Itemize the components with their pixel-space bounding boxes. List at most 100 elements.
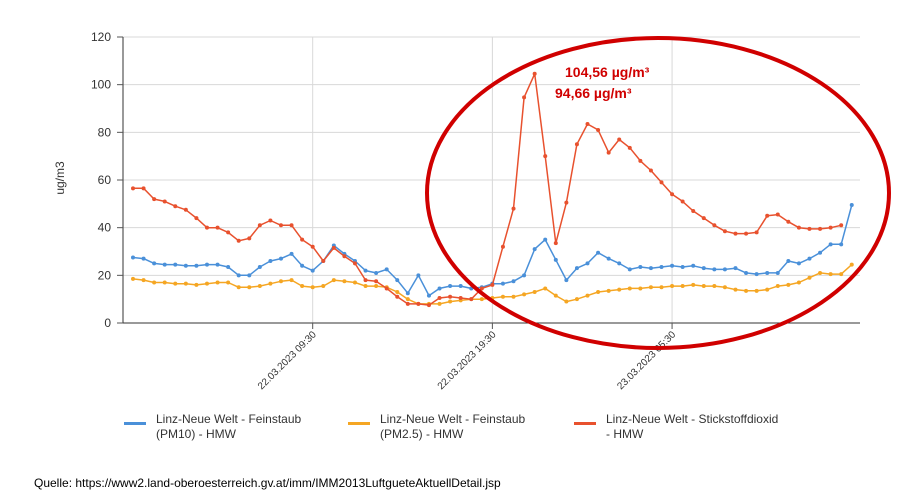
data-point <box>807 226 812 231</box>
data-point <box>606 256 611 261</box>
data-point <box>173 262 178 267</box>
data-point <box>416 273 421 278</box>
data-point <box>278 223 283 228</box>
data-point <box>627 286 632 291</box>
data-point <box>448 284 453 289</box>
data-point <box>691 282 696 287</box>
data-point <box>585 293 590 298</box>
data-point <box>828 225 833 230</box>
data-point <box>268 281 273 286</box>
data-point <box>691 208 696 213</box>
data-point <box>712 267 717 272</box>
data-point <box>448 299 453 304</box>
legend-label-pm25: Linz-Neue Welt - Feinstaub (PM2.5) - HMW <box>380 412 525 442</box>
data-point <box>363 278 368 283</box>
data-point <box>553 293 558 298</box>
data-point <box>670 284 675 289</box>
data-point <box>236 273 241 278</box>
legend-item-pm10[interactable]: Linz-Neue Welt - Feinstaub (PM10) - HMW <box>124 412 301 442</box>
data-point <box>532 71 537 76</box>
y-axis-ticks: 0 20 40 60 80 100 120 <box>91 30 123 330</box>
data-point <box>173 281 178 286</box>
data-point <box>183 263 188 268</box>
data-point <box>194 263 199 268</box>
data-point <box>374 284 379 289</box>
data-point <box>374 270 379 275</box>
data-point <box>627 267 632 272</box>
legend-item-pm25[interactable]: Linz-Neue Welt - Feinstaub (PM2.5) - HMW <box>348 412 525 442</box>
y-tick-label: 60 <box>98 173 112 187</box>
data-point <box>426 293 431 298</box>
data-point <box>352 280 357 285</box>
data-point <box>712 223 717 228</box>
data-point <box>405 301 410 306</box>
data-point <box>490 282 495 287</box>
y-tick-label: 0 <box>104 316 111 330</box>
data-point <box>786 219 791 224</box>
data-point <box>152 261 157 266</box>
data-point <box>522 95 527 100</box>
data-point <box>670 192 675 197</box>
data-point <box>204 281 209 286</box>
data-point <box>744 288 749 293</box>
data-point <box>775 284 780 289</box>
data-point <box>596 127 601 132</box>
legend-item-no2[interactable]: Linz-Neue Welt - Stickstoffdioxid - HMW <box>574 412 778 442</box>
data-point <box>384 286 389 291</box>
data-point <box>458 284 463 289</box>
data-point <box>712 284 717 289</box>
data-point <box>162 262 167 267</box>
data-point <box>331 278 336 283</box>
data-point <box>257 223 262 228</box>
data-point <box>131 276 135 281</box>
data-point <box>458 295 463 300</box>
data-point <box>606 288 611 293</box>
data-point <box>648 168 653 173</box>
legend-swatch-no2 <box>574 422 596 425</box>
data-point <box>701 284 706 289</box>
data-point <box>722 229 727 234</box>
data-point <box>310 285 315 290</box>
legend-label-line2: (PM10) - HMW <box>156 427 236 441</box>
x-axis-ticks: 22.03.2023 09:30 22.03.2023 19:30 23.03.20… <box>256 323 678 392</box>
data-point <box>786 259 791 264</box>
data-point <box>215 262 220 267</box>
data-point <box>553 241 558 246</box>
data-point <box>289 278 294 283</box>
data-point <box>807 256 812 261</box>
data-point <box>680 264 685 269</box>
data-point <box>744 270 749 275</box>
data-point <box>849 203 854 208</box>
data-point <box>796 225 801 230</box>
data-point <box>585 261 590 266</box>
data-point <box>638 264 643 269</box>
data-point <box>733 266 738 271</box>
data-point <box>543 154 548 159</box>
legend-label-line1: Linz-Neue Welt - Stickstoffdioxid <box>606 412 779 426</box>
x-tick-label: 23.03.2023 05:30 <box>615 329 678 392</box>
data-point <box>395 278 400 283</box>
highlight-ellipse <box>425 36 891 350</box>
data-point <box>680 284 685 289</box>
data-point <box>638 158 643 163</box>
data-point <box>543 286 548 291</box>
data-point <box>437 286 442 291</box>
data-point <box>574 297 579 302</box>
legend-swatch-pm10 <box>124 422 146 425</box>
data-point <box>754 272 759 277</box>
data-point <box>247 236 252 241</box>
x-tick-label: 22.03.2023 19:30 <box>436 329 499 392</box>
data-point <box>796 280 801 285</box>
data-point <box>141 186 146 191</box>
data-point <box>522 292 527 297</box>
data-point <box>648 285 653 290</box>
data-point <box>257 264 262 269</box>
data-point <box>183 207 188 212</box>
data-point <box>173 204 178 209</box>
data-point <box>395 294 400 299</box>
data-point <box>543 237 548 242</box>
data-point <box>437 295 442 300</box>
data-point <box>617 287 622 292</box>
data-point <box>691 263 696 268</box>
data-point <box>511 279 516 284</box>
